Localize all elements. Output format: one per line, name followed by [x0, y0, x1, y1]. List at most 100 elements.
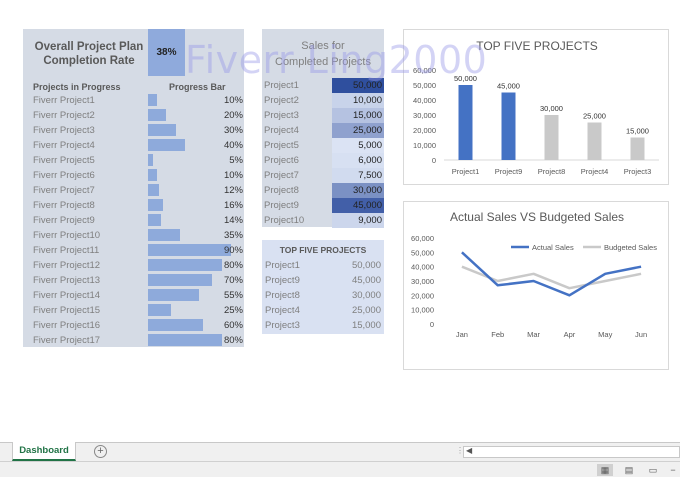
sales-value: 10,000 — [332, 93, 384, 108]
sales-panel-title: Sales for Completed Projects — [275, 40, 371, 68]
y-tick-label: 10,000 — [413, 141, 436, 150]
sales-value: 25,000 — [332, 123, 384, 138]
project-name: Project9 — [264, 200, 299, 211]
chart-title: TOP FIVE PROJECTS — [476, 39, 598, 53]
table-row: Fiverr Project8 16% — [23, 198, 244, 213]
y-tick-label: 60,000 — [411, 234, 434, 243]
progress-bar — [148, 289, 199, 301]
project-name: Fiverr Project1 — [33, 95, 95, 106]
bar-chart-svg: TOP FIVE PROJECTS 0 10,000 20,000 30,000 40,0… — [413, 39, 659, 176]
add-sheet-button[interactable]: + — [94, 445, 107, 458]
chart-title: Actual Sales VS Budgeted Sales — [450, 210, 624, 224]
sales-value: 6,000 — [332, 153, 384, 168]
project-name: Fiverr Project16 — [33, 320, 101, 331]
project-name: Fiverr Project14 — [33, 290, 101, 301]
sales-value: 50,000 — [332, 78, 384, 93]
x-tick-label: Project1 — [452, 167, 480, 176]
progress-bar — [148, 229, 181, 241]
progress-percent: 10% — [223, 170, 243, 181]
table-row: Project6 6,000 — [262, 153, 384, 168]
table-row: Fiverr Project1 10% — [23, 93, 244, 108]
progress-bar-header: Progress Bar — [169, 82, 226, 92]
progress-percent: 20% — [223, 110, 243, 121]
x-tick-label: Project9 — [495, 167, 523, 176]
top-five-table-title: TOP FIVE PROJECTS — [279, 245, 367, 255]
bar — [630, 137, 645, 160]
table-row: Project10 9,000 — [262, 213, 384, 228]
progress-bar — [148, 304, 171, 316]
top-five-bar-chart[interactable]: TOP FIVE PROJECTS 0 10,000 20,000 30,000 40,0… — [403, 29, 669, 185]
table-row: Project5 5,000 — [262, 138, 384, 153]
progress-bar — [148, 319, 204, 331]
table-row: Fiverr Project6 10% — [23, 168, 244, 183]
status-bar: ▦ ▤ ▭ − — [0, 461, 680, 477]
page-layout-view-icon[interactable]: ▤ — [624, 465, 634, 475]
data-label: 30,000 — [540, 104, 563, 113]
table-row: Fiverr Project14 55% — [23, 288, 244, 303]
progress-bar — [148, 169, 158, 181]
top-five-table: TOP FIVE PROJECTS Project1 50,000 Project9… — [262, 240, 384, 334]
actual-vs-budget-line-chart[interactable]: Actual Sales VS Budgeted Sales 0 10,000 20,… — [403, 201, 669, 370]
project-name: Project9 — [265, 275, 300, 286]
progress-percent: 55% — [223, 290, 243, 301]
x-tick-label: Project4 — [581, 167, 609, 176]
project-name: Project6 — [264, 155, 299, 166]
progress-bar — [148, 154, 153, 166]
bar — [501, 92, 516, 160]
table-row: Project3 15,000 — [262, 108, 384, 123]
table-row: Project1 50,000 — [262, 78, 384, 93]
x-tick-label: Project3 — [624, 167, 652, 176]
data-label: 45,000 — [497, 82, 520, 91]
zoom-out-icon[interactable]: − — [670, 465, 676, 475]
progress-bar — [148, 124, 176, 136]
y-tick-label: 20,000 — [413, 126, 436, 135]
project-sales: 15,000 — [351, 320, 381, 331]
line-chart-svg: Actual Sales VS Budgeted Sales 0 10,000 20,… — [411, 210, 657, 339]
project-name: Project3 — [265, 320, 300, 331]
table-row: Project4 25,000 — [262, 303, 384, 318]
progress-percent: 60% — [223, 320, 243, 331]
sales-value: 45,000 — [332, 198, 384, 213]
scroll-left-icon[interactable]: ◀ — [466, 446, 473, 455]
y-tick-label: 30,000 — [411, 277, 434, 286]
horizontal-scrollbar[interactable]: ◀ — [463, 446, 680, 458]
table-row: Project8 30,000 — [262, 183, 384, 198]
y-tick-label: 0 — [432, 156, 436, 165]
progress-percent: 90% — [223, 245, 243, 256]
table-row: Fiverr Project9 14% — [23, 213, 244, 228]
table-row: Fiverr Project3 30% — [23, 123, 244, 138]
table-row: Fiverr Project7 12% — [23, 183, 244, 198]
project-name: Project1 — [264, 80, 299, 91]
progress-rows: Fiverr Project1 10% Fiverr Project2 20% Five… — [23, 93, 244, 348]
progress-bar — [148, 334, 222, 346]
project-name: Fiverr Project6 — [33, 170, 95, 181]
tab-split-handle-icon[interactable]: ⋮ — [456, 446, 464, 455]
sheet-tab-dashboard[interactable]: Dashboard — [12, 442, 76, 461]
project-name: Project2 — [264, 95, 299, 106]
normal-view-icon[interactable]: ▦ — [597, 464, 613, 476]
table-row: Fiverr Project11 90% — [23, 243, 244, 258]
project-name: Project10 — [264, 215, 305, 226]
sales-completed-panel: Sales for Completed Projects Project1 50,… — [262, 29, 384, 228]
y-tick-label: 20,000 — [411, 291, 434, 300]
project-name: Fiverr Project10 — [33, 230, 101, 241]
y-tick-label: 50,000 — [411, 248, 434, 257]
page-break-preview-icon[interactable]: ▭ — [648, 465, 658, 475]
project-sales: 30,000 — [351, 290, 381, 301]
project-name: Fiverr Project7 — [33, 185, 95, 196]
sales-rows: Project1 50,000 Project2 10,000 Project3 15,0… — [262, 78, 384, 228]
sales-value: 30,000 — [332, 183, 384, 198]
x-tick-label: Feb — [491, 330, 504, 339]
sales-value: 15,000 — [332, 108, 384, 123]
progress-bar — [148, 259, 222, 271]
y-tick-label: 40,000 — [413, 96, 436, 105]
progress-bar — [148, 244, 231, 256]
project-sales: 50,000 — [351, 260, 381, 271]
progress-percent: 14% — [223, 215, 243, 226]
progress-percent: 25% — [223, 305, 243, 316]
progress-bar — [148, 184, 160, 196]
top-five-rows: Project1 50,000 Project9 45,000 Project8 30,0… — [262, 258, 384, 333]
y-tick-label: 30,000 — [413, 111, 436, 120]
progress-bar — [148, 199, 163, 211]
table-row: Project1 50,000 — [262, 258, 384, 273]
